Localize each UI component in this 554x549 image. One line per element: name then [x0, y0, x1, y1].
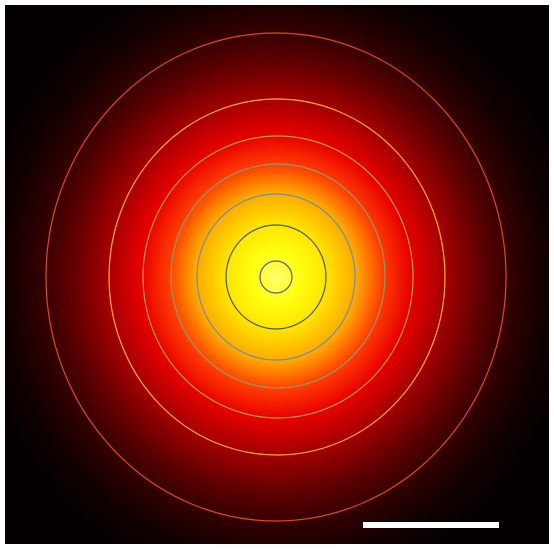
scale-bar [363, 522, 499, 528]
intensity-map [5, 5, 549, 544]
image-view [0, 0, 554, 549]
page [0, 0, 554, 549]
